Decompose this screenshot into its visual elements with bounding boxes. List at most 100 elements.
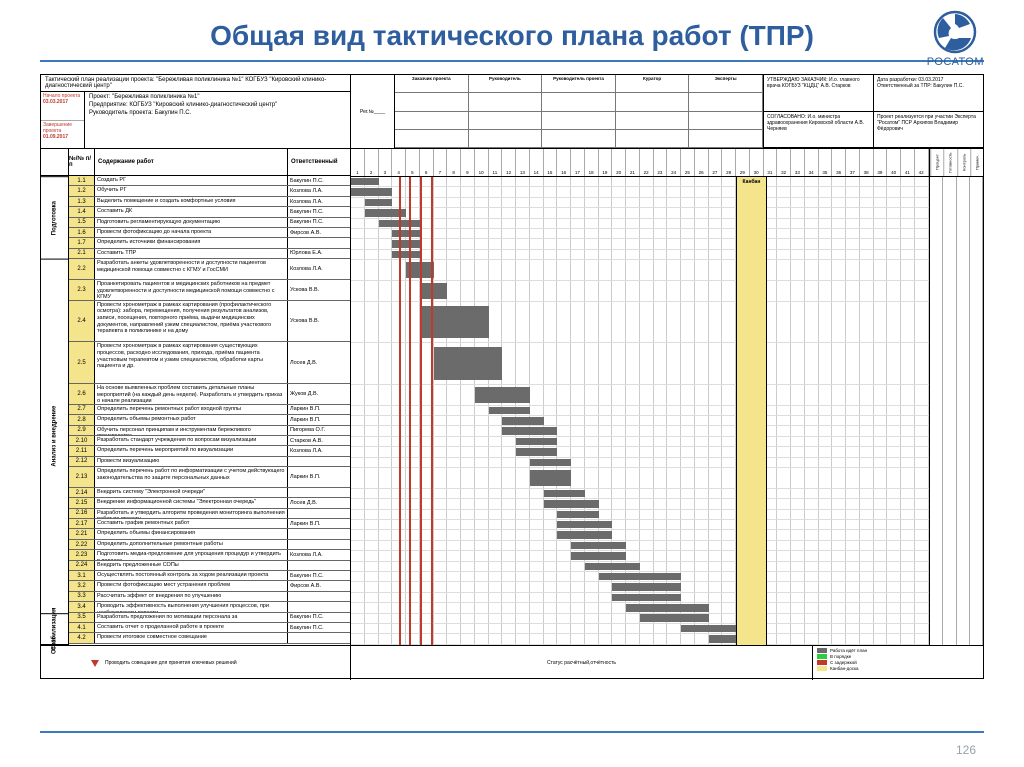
task-row: 2.21Определить объемы финансирования [69, 529, 350, 539]
plan-body: №/№ п/п Содержание работ Ответственный П… [41, 149, 983, 645]
task-row: 2.16Разработать и утвердить алгоритм про… [69, 509, 350, 519]
task-row: 1.1Создать РГБакулин П.С. [69, 176, 350, 186]
milestone-line [420, 177, 422, 645]
task-row: 2.22Определить дополнительные ремонтные … [69, 540, 350, 550]
gantt-bar [475, 387, 530, 403]
gantt-bar [365, 199, 393, 207]
milestone-line [399, 177, 401, 645]
gantt-bar [489, 407, 530, 415]
gantt-bar [392, 230, 420, 238]
task-row: 3.1Осуществлять постоянный контроль за х… [69, 571, 350, 581]
task-rows: 1.1Создать РГБакулин П.С.1.2Обучить РГКо… [69, 176, 350, 645]
kanban-column: Канбан [736, 177, 766, 645]
gantt-bar [544, 490, 585, 498]
legend-item: В порядке [817, 654, 979, 659]
gantt-bar [530, 459, 571, 467]
gantt-chart: 1234567891011121314151617181920212223242… [351, 149, 929, 645]
page-number: 126 [956, 743, 976, 757]
gantt-bar [351, 178, 379, 186]
footer-mid: Статус расчётный,отчётность [351, 646, 813, 680]
gantt-bar [681, 625, 736, 633]
footer-marker-note: Проводить совещание для принятия ключевы… [41, 646, 351, 680]
title-row: Общая вид тактического плана работ (ТПР)… [40, 20, 984, 62]
bottom-rule [40, 731, 984, 733]
gantt-bar [392, 251, 420, 259]
col-work: Содержание работ [95, 149, 288, 175]
task-row: 2.6На основе выявленных проблем составит… [69, 384, 350, 405]
gantt-rows: Канбан [351, 177, 929, 645]
legend-item: Работа идёт план [817, 648, 979, 653]
col-num: №/№ п/п [69, 149, 95, 175]
task-row: 4.2Провести итоговое совместное совещани… [69, 633, 350, 643]
task-row: 1.4Составить ДКБакулин П.С. [69, 207, 350, 217]
gantt-bar [502, 417, 543, 425]
plan-header: Тактический план реализации проекта: "Бе… [41, 75, 983, 149]
gantt-bar [557, 531, 612, 539]
task-row: 1.6Провести фотофиксацию до начала проек… [69, 228, 350, 238]
gantt-header: 1234567891011121314151617181920212223242… [351, 149, 929, 177]
gantt-bar [434, 347, 503, 379]
legend-item: С задержкой [817, 660, 979, 665]
gantt-bar [420, 283, 448, 299]
gantt-bar [502, 427, 557, 435]
section-label: Анализ и внедрение [41, 259, 68, 613]
legend: Работа идёт планВ порядкеС задержкойКанб… [813, 646, 983, 680]
gantt-bar [392, 240, 420, 248]
task-row: 1.5Подготовить регламентирующую документ… [69, 218, 350, 228]
header-right-boxes: УТВЕРЖДАЮ ЗАКАЗЧИК: И.о. главного врача … [763, 75, 983, 148]
task-row: 1.3Выделить помещение и создать комфортн… [69, 197, 350, 207]
task-row: 2.9Обучить персонал принципам и инструме… [69, 426, 350, 436]
task-row: 2.2Разработать анкеты удовлетворенности … [69, 259, 350, 280]
gantt-bar [585, 563, 640, 571]
col-resp: Ответственный [288, 149, 350, 175]
milestone-icon [91, 660, 99, 667]
project-dates: Начало проекта03.03.2017 Завершение прое… [41, 92, 85, 148]
gantt-bar [612, 583, 681, 591]
task-row: 2.17Составить график ремонтных работЛарк… [69, 519, 350, 529]
gantt-bar [640, 614, 709, 622]
gantt-bar [612, 594, 681, 602]
task-row: 3.3Рассчитать эффект от внедрения по улу… [69, 592, 350, 602]
task-row: 2.8Определить объемы ремонтных работЛарк… [69, 415, 350, 425]
column-headers: №/№ п/п Содержание работ Ответственный [41, 149, 350, 176]
gantt-bar [530, 470, 571, 486]
task-row: 2.11Определить перечень мероприятий по в… [69, 446, 350, 456]
page-title: Общая вид тактического плана работ (ТПР) [210, 20, 814, 52]
approvals-grid: Заказчик проектаРуководительРуководитель… [395, 75, 763, 148]
gantt-bar [516, 438, 557, 446]
section-label: Подготовка [41, 176, 68, 259]
task-row: 3.5Разработать предложения по мотивации … [69, 613, 350, 623]
gantt-bar [351, 188, 392, 196]
reg-number: Рег.№____ [351, 75, 395, 148]
task-row: 2.1Составить ТПРЮрлова Е.А. [69, 249, 350, 259]
gantt-bar [571, 542, 626, 550]
gantt-bar [626, 604, 709, 612]
extras-columns: ПроцентГотовностьКонтрольПримеч. [929, 149, 983, 645]
task-row: 1.2Обучить РГКозлова Л.А. [69, 186, 350, 196]
task-row: 2.5Провести хронометраж в рамках картиро… [69, 342, 350, 384]
task-row: 2.7Определить перечень ремонтных работ в… [69, 405, 350, 415]
task-row: 3.4Проводить эффективность выполнения ул… [69, 602, 350, 612]
task-row: 4.1Составить отчет о проделанной работе … [69, 623, 350, 633]
section-labels: ПодготовкаАнализ и внедрениеСтабилизация… [41, 176, 69, 645]
milestone-line [431, 177, 433, 645]
task-row: 2.12Провести визуализацию [69, 457, 350, 467]
task-row: 2.15Внедрение информационной системы "Эл… [69, 498, 350, 508]
project-description: Проект: "Бережливая поликлиника №1" Пред… [85, 92, 350, 148]
plan-footer: Проводить совещание для принятия ключевы… [41, 645, 983, 680]
gantt-bar [557, 511, 598, 519]
milestone-line [409, 177, 411, 645]
task-row: 1.7Определить источники финансирования [69, 238, 350, 248]
rosatom-logo: РОСАТОМ [927, 10, 984, 68]
task-row: 2.13Определить перечень работ по информа… [69, 467, 350, 488]
task-row: 2.4Провести хронометраж в рамках картиро… [69, 301, 350, 343]
task-list-panel: №/№ п/п Содержание работ Ответственный П… [41, 149, 351, 645]
gantt-bar [516, 448, 557, 456]
gantt-bar [544, 500, 599, 508]
task-row: 2.10Разработать стандарт учреждения по в… [69, 436, 350, 446]
task-row: 2.23Подготовить медиа-предложение для уп… [69, 550, 350, 560]
logo-text: РОСАТОМ [927, 56, 984, 68]
task-row: 2.14Внедрить систему "Электронной очеред… [69, 488, 350, 498]
legend-item: Канбан-доска [817, 666, 979, 671]
task-row: 3.2Провести фотофиксацию мест устранения… [69, 581, 350, 591]
